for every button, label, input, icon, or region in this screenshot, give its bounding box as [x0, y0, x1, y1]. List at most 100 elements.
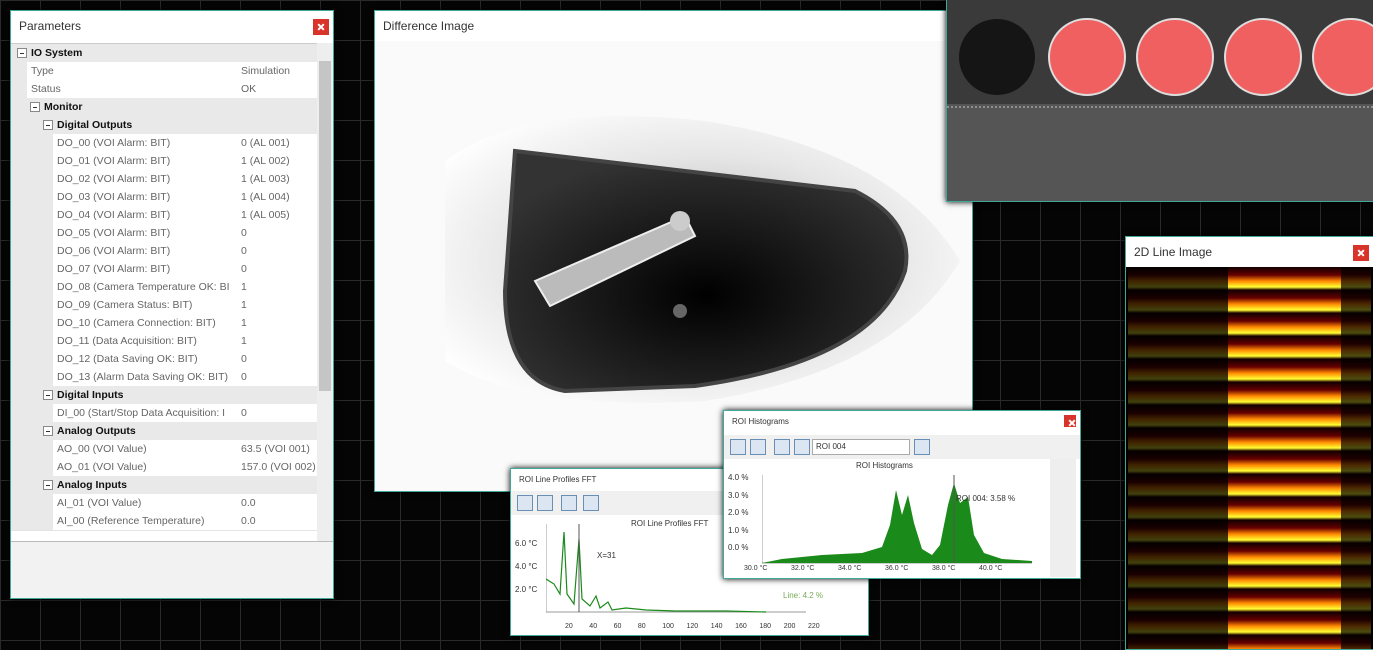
property-name: Status	[31, 83, 61, 95]
property-value: 0	[241, 227, 247, 239]
roi-dropdown[interactable]: ROI 004	[812, 439, 910, 455]
property-value: 0	[241, 353, 247, 365]
property-row: DO_08 (Camera Temperature OK: BI 1	[11, 278, 317, 297]
property-name: AO_00 (VOI Value)	[57, 443, 147, 455]
tool-button[interactable]	[537, 495, 553, 511]
tool-button[interactable]	[750, 439, 766, 455]
expander[interactable]	[43, 480, 53, 490]
window-title: ROI Histograms	[724, 411, 1080, 433]
x-tick-label: 40.0 °C	[979, 565, 1003, 572]
line-image-window: 2D Line Image	[1125, 236, 1373, 650]
expander[interactable]	[17, 48, 27, 58]
property-value: 0	[241, 407, 247, 419]
tool-button[interactable]	[730, 439, 746, 455]
tool-button[interactable]	[774, 439, 790, 455]
x-tick-label: 120	[686, 623, 699, 630]
histogram-window: ROI Histograms ROI 004 ROI Histograms 4.…	[723, 410, 1081, 579]
expander[interactable]	[43, 426, 53, 436]
chart-title: ROI Histograms	[856, 461, 913, 470]
property-row: AO_01 (VOI Value) 157.0 (VOI 002)	[11, 458, 317, 477]
group-label: Digital Outputs	[57, 119, 133, 131]
annotation: ROI 004: 3.58 %	[956, 494, 1016, 503]
y-tick-label: 3.0 %	[728, 490, 749, 500]
x-tick-label: 30.0 °C	[744, 565, 768, 572]
y-tick-label: 2.0 %	[728, 508, 749, 517]
toolbar: ROI 004	[724, 435, 1080, 459]
property-value: 0 (AL 001)	[241, 137, 290, 149]
property-row: DO_10 (Camera Connection: BIT) 1	[11, 314, 317, 333]
property-value: 1 (AL 002)	[241, 155, 290, 167]
property-value: OK	[241, 83, 257, 95]
close-button[interactable]	[1064, 415, 1076, 427]
image-shade	[1341, 267, 1371, 649]
close-button[interactable]	[313, 19, 329, 35]
property-name: DO_09 (Camera Status: BIT)	[57, 299, 193, 311]
property-row: DI_00 (Start/Stop Data Acquisition: I 0	[11, 404, 317, 423]
property-row: AI_00 (Reference Temperature) 0.0	[11, 512, 317, 531]
x-tick-label: 80	[637, 623, 646, 630]
property-row: DO_02 (VOI Alarm: BIT) 1 (AL 003)	[11, 170, 317, 189]
camera-image-window	[946, 0, 1373, 202]
parameters-window: Parameters IO System Type Simulation Status…	[10, 10, 334, 599]
x-tick-label: 40	[589, 623, 598, 630]
scroll-thumb[interactable]	[319, 61, 331, 391]
line-image	[1128, 267, 1371, 649]
expander[interactable]	[43, 120, 53, 130]
scrollbar[interactable]	[1050, 459, 1076, 577]
group-row: IO System	[11, 44, 317, 63]
property-value: 0	[241, 263, 247, 275]
group-row: Monitor	[11, 98, 317, 117]
group-row: Digital Outputs	[11, 116, 317, 135]
x-tick-label: 38.0 °C	[932, 565, 956, 572]
property-name: DO_03 (VOI Alarm: BIT)	[57, 191, 171, 203]
property-name: DO_10 (Camera Connection: BIT)	[57, 317, 216, 329]
group-label: IO System	[31, 47, 83, 59]
property-row: DO_04 (VOI Alarm: BIT) 1 (AL 005)	[11, 206, 317, 225]
tool-button[interactable]	[561, 495, 577, 511]
close-button[interactable]	[1353, 245, 1369, 261]
expander[interactable]	[43, 390, 53, 400]
expander[interactable]	[30, 102, 40, 112]
legend-entry: Line: 4.2 %	[783, 591, 824, 600]
property-name: DO_01 (VOI Alarm: BIT)	[57, 155, 171, 167]
property-row: DO_09 (Camera Status: BIT) 1	[11, 296, 317, 315]
property-value: 63.5 (VOI 001)	[241, 443, 310, 455]
tool-button[interactable]	[583, 495, 599, 511]
tool-button[interactable]	[517, 495, 533, 511]
property-value: 0.0	[241, 497, 256, 509]
y-tick-label: 1.0 %	[728, 525, 749, 535]
property-value: 1 (AL 004)	[241, 191, 290, 203]
x-tick-label: 20	[565, 623, 573, 630]
dropdown-value: ROI 004	[816, 442, 846, 451]
scrollbar[interactable]	[317, 43, 333, 541]
property-value: 0.0	[241, 515, 256, 527]
property-value: Simulation	[241, 65, 291, 77]
property-row: DO_11 (Data Acquisition: BIT) 1	[11, 332, 317, 351]
property-name: DI_00 (Start/Stop Data Acquisition: I	[57, 407, 226, 419]
y-tick-label: 4.0 °C	[515, 562, 538, 571]
property-name: DO_08 (Camera Temperature OK: BI	[57, 281, 230, 293]
property-name: Type	[31, 65, 54, 77]
property-row: DO_03 (VOI Alarm: BIT) 1 (AL 004)	[11, 188, 317, 207]
window-title: Difference Image	[375, 11, 972, 41]
y-tick-label: 4.0 %	[728, 473, 749, 482]
x-tick-label: 200	[783, 623, 796, 630]
group-label: Digital Inputs	[57, 389, 124, 401]
property-name: DO_04 (VOI Alarm: BIT)	[57, 209, 171, 221]
property-row: Type Simulation	[11, 62, 317, 81]
property-row: DO_12 (Data Saving OK: BIT) 0	[11, 350, 317, 369]
property-row: AO_00 (VOI Value) 63.5 (VOI 001)	[11, 440, 317, 459]
tool-button[interactable]	[794, 439, 810, 455]
chart-title: ROI Line Profiles FFT	[631, 519, 709, 528]
annotation: X=31	[597, 551, 616, 560]
property-row: Status OK	[11, 80, 317, 99]
property-name: AI_01 (VOI Value)	[57, 497, 142, 509]
property-value: 1 (AL 003)	[241, 173, 290, 185]
fft-plot	[546, 524, 806, 613]
tool-button[interactable]	[914, 439, 930, 455]
x-tick-label: 100	[662, 623, 674, 630]
y-tick-label: 6.0 °C	[515, 539, 538, 548]
property-value: 1	[241, 299, 247, 311]
description-panel	[11, 541, 333, 598]
property-name: DO_02 (VOI Alarm: BIT)	[57, 173, 171, 185]
